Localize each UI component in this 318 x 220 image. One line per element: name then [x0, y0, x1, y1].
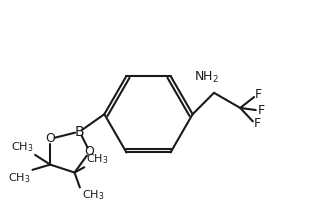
Text: CH$_3$: CH$_3$	[86, 153, 108, 166]
Text: CH$_3$: CH$_3$	[81, 188, 104, 202]
Text: B: B	[75, 125, 84, 139]
Text: CH$_3$: CH$_3$	[8, 171, 31, 185]
Text: NH$_2$: NH$_2$	[194, 70, 219, 85]
Text: F: F	[255, 88, 262, 101]
Text: CH$_3$: CH$_3$	[11, 140, 33, 154]
Text: O: O	[45, 132, 55, 145]
Text: F: F	[258, 104, 265, 117]
Text: O: O	[85, 145, 94, 158]
Text: F: F	[254, 117, 261, 130]
